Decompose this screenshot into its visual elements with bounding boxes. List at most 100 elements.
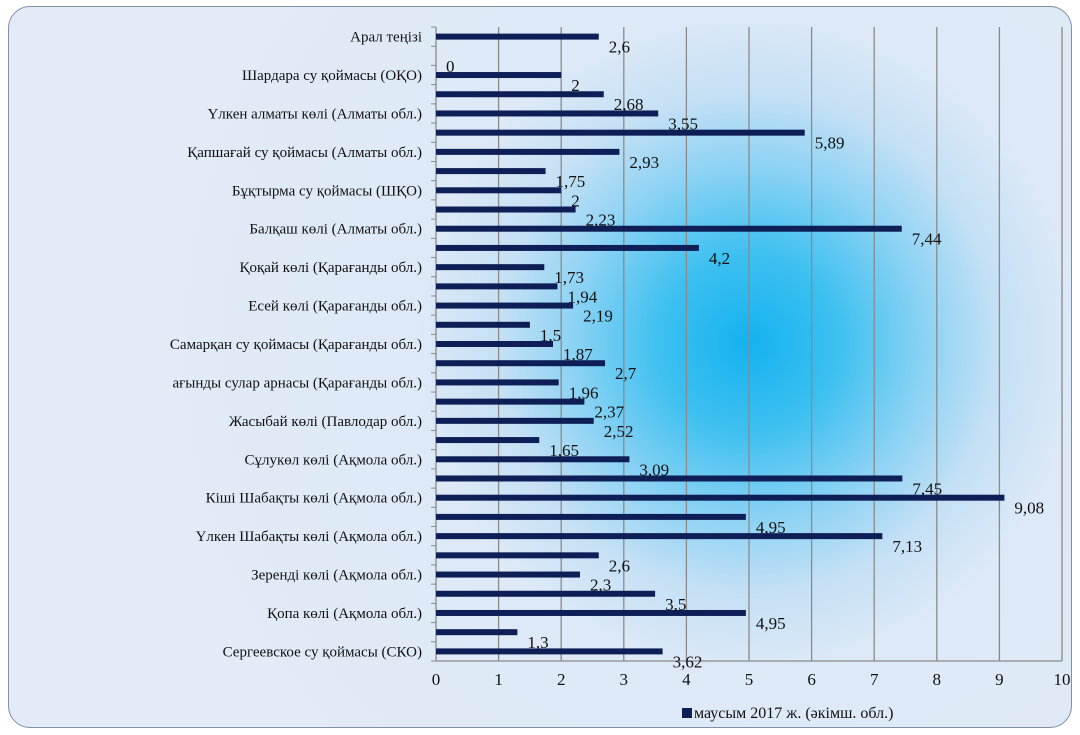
legend: маусым 2017 ж. (әкімш. обл.) — [682, 705, 893, 722]
legend-swatch — [682, 708, 692, 718]
data-label: 4,95 — [756, 518, 786, 537]
bar — [436, 437, 540, 444]
category-label: Есей көлі (Қарағанды обл.) — [248, 299, 422, 315]
bar — [436, 33, 599, 40]
bar — [436, 629, 518, 636]
category-label: Үлкен Шабақты көлі (Ақмола обл.) — [196, 529, 422, 545]
data-label: 2,93 — [629, 153, 659, 172]
bar — [436, 648, 663, 655]
data-label: 7,13 — [892, 537, 922, 556]
data-label: 3,5 — [665, 595, 686, 614]
data-label: 2,19 — [583, 307, 613, 326]
x-tick-label: 2 — [557, 670, 566, 689]
bar — [436, 244, 699, 251]
category-label: Кіші Шабақты көлі (Ақмола обл.) — [206, 491, 422, 507]
x-tick-label: 9 — [995, 670, 1004, 689]
x-tick-labels: 0 1 2 3 4 5 6 7 8 9 10 — [432, 670, 1071, 689]
x-tick-label: 3 — [620, 670, 629, 689]
bar — [436, 417, 594, 424]
x-tick-label: 10 — [1054, 670, 1071, 689]
data-label: 2,52 — [604, 422, 634, 441]
bar — [436, 609, 746, 616]
data-label: 4,95 — [756, 614, 786, 633]
x-tick-label: 0 — [432, 670, 441, 689]
category-label: Сұлукөл көлі (Ақмола обл.) — [245, 452, 423, 468]
data-label: 1,5 — [540, 326, 561, 345]
bar — [436, 129, 805, 136]
data-label: 1,75 — [556, 172, 586, 191]
bar — [436, 552, 599, 559]
data-label: 9,08 — [1014, 499, 1044, 518]
category-label: Шардара су қоймасы (ОҚО) — [242, 68, 422, 84]
bar — [436, 206, 576, 213]
data-label: 2 — [571, 191, 580, 210]
legend-label: маусым 2017 ж. (әкімш. обл.) — [694, 705, 893, 722]
bar — [436, 110, 659, 117]
bar — [436, 264, 545, 271]
bar — [436, 571, 580, 578]
data-label: 2,3 — [590, 576, 611, 595]
data-label: 3,09 — [639, 460, 669, 479]
bar — [436, 590, 656, 597]
category-label: Самарқан су қоймасы (Қарағанды обл.) — [170, 337, 422, 353]
chart-frame: 2,6 0 2 2,68 3,55 5,89 2,93 1,75 2 2,23 7,44 4,2 1,7… — [8, 6, 1072, 728]
category-label: Арал теңізі — [350, 30, 422, 46]
data-label: 0 — [446, 57, 455, 76]
data-label: 4,2 — [709, 249, 730, 268]
x-tick-label: 7 — [870, 670, 879, 689]
bar — [436, 91, 604, 98]
x-tick-label: 4 — [682, 670, 691, 689]
category-label: Қапшағай су қоймасы (Алматы обл.) — [187, 145, 422, 161]
bar — [436, 456, 630, 463]
bar — [436, 302, 574, 309]
data-label: 2,7 — [615, 364, 637, 383]
bar — [436, 360, 606, 367]
x-tick-label: 6 — [807, 670, 816, 689]
category-label: ағынды сулар арнасы (Қарағанды обл.) — [173, 375, 423, 391]
data-label: 1,73 — [554, 268, 584, 287]
bar — [436, 379, 559, 386]
data-label: 3,62 — [673, 652, 703, 671]
category-label: Балқаш көлі (Алматы обл.) — [249, 222, 422, 238]
bar — [436, 513, 746, 520]
bar — [436, 148, 620, 155]
category-label: Бұқтырма су қоймасы (ШҚО) — [232, 183, 422, 199]
bar — [436, 321, 530, 328]
data-label: 7,45 — [912, 479, 942, 498]
bar — [436, 494, 1005, 501]
data-label: 7,44 — [912, 230, 942, 249]
data-label: 2,37 — [594, 403, 624, 422]
data-label: 1,94 — [567, 287, 597, 306]
bar — [436, 187, 562, 194]
bar — [436, 225, 902, 232]
data-label: 3,55 — [668, 114, 698, 133]
data-label: 5,89 — [815, 134, 845, 153]
x-tick-label: 8 — [933, 670, 942, 689]
data-label: 2,6 — [609, 556, 630, 575]
bar — [436, 475, 903, 482]
data-label: 1,96 — [569, 383, 599, 402]
category-label: Жасыбай көлі (Павлодар обл.) — [229, 414, 422, 430]
data-label: 1,65 — [549, 441, 579, 460]
category-label: Сергеевское су қоймасы (СКО) — [223, 644, 422, 660]
bars — [436, 33, 1005, 655]
data-label: 2,68 — [614, 95, 644, 114]
category-label: Зеренді көлі (Ақмола обл.) — [251, 568, 422, 584]
category-label: Қопа көлі (Ақмола обл.) — [267, 606, 422, 622]
data-label: 2,6 — [609, 38, 630, 57]
data-labels: 2,6022,683,555,892,931,7522,237,444,21,7… — [446, 38, 1044, 672]
data-label: 1,87 — [563, 345, 593, 364]
bar — [436, 168, 546, 175]
x-tick-label: 5 — [745, 670, 754, 689]
bar — [436, 283, 558, 290]
category-labels: Арал теңізі Шардара су қоймасы (ОҚО) Үлкен… — [170, 30, 422, 661]
bar — [436, 398, 585, 405]
category-label: Қоқай көлі (Қарағанды обл.) — [239, 260, 422, 276]
category-label: Үлкен алматы көлі (Алматы обл.) — [207, 106, 422, 122]
data-label: 2,23 — [586, 211, 616, 230]
data-label: 2 — [571, 76, 580, 95]
bar — [436, 341, 554, 347]
bar — [436, 72, 562, 79]
bar-chart: 2,6022,683,555,892,931,7522,237,444,21,7… — [170, 26, 1071, 722]
x-tick-label: 1 — [494, 670, 503, 689]
